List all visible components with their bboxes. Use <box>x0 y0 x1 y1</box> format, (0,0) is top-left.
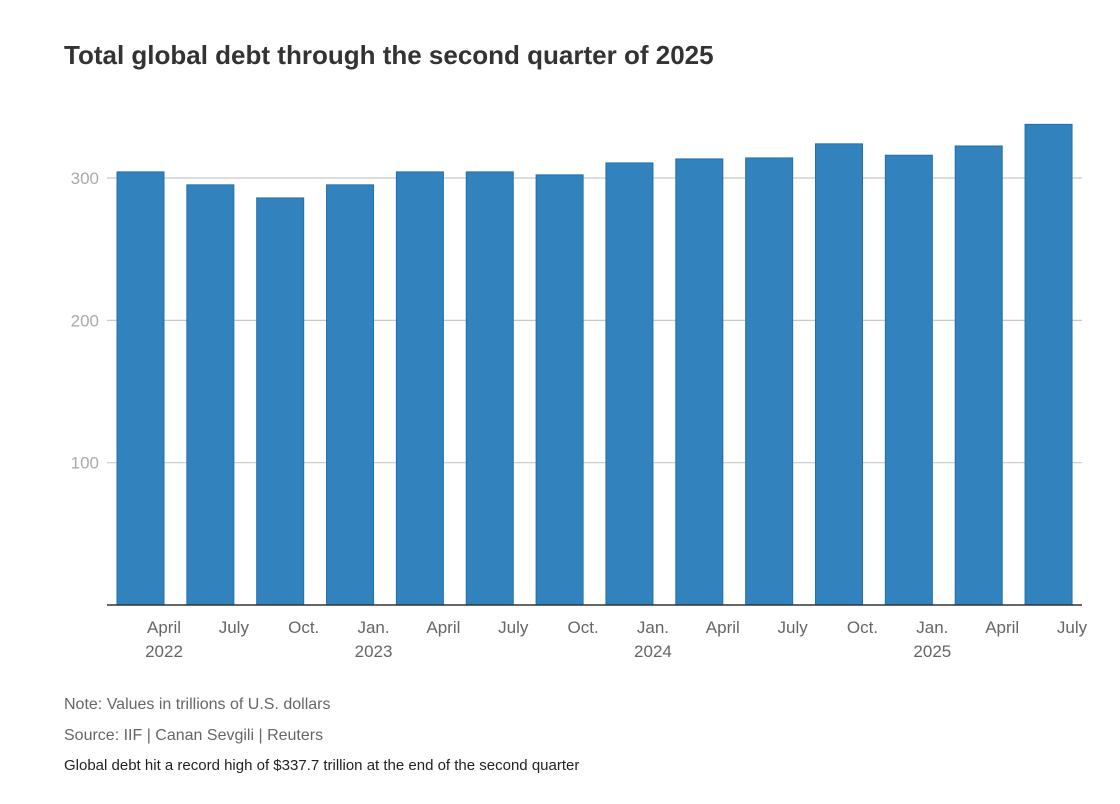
x-tick-label: July <box>498 618 529 637</box>
bar <box>675 158 724 606</box>
y-tick-label: 300 <box>71 169 99 188</box>
bar <box>605 162 654 606</box>
bar <box>326 184 375 606</box>
bar <box>954 145 1003 606</box>
chart-title: Total global debt through the second qua… <box>64 40 714 70</box>
note: Note: Values in trillions of U.S. dollar… <box>64 696 331 713</box>
bar <box>186 184 235 606</box>
bar <box>256 197 305 606</box>
x-tick-label: Oct. <box>847 618 878 637</box>
x-tick-label: April <box>426 618 460 637</box>
x-tick-label: July <box>1057 618 1088 637</box>
x-tick-label: April <box>706 618 740 637</box>
subtitle: Global debt hit a record high of $337.7 … <box>64 757 580 774</box>
x-tick-label: Jan. <box>637 618 669 637</box>
bar <box>884 154 933 606</box>
x-tick-label: Jan. <box>916 618 948 637</box>
x-tick-label: Oct. <box>288 618 319 637</box>
x-tick-label: July <box>219 618 250 637</box>
bar <box>465 171 514 606</box>
x-tick-label: Jan. <box>357 618 389 637</box>
source: Source: IIF | Canan Sevgili | Reuters <box>64 727 324 744</box>
x-tick-label: April <box>985 618 1019 637</box>
x-year-label: 2022 <box>145 642 183 661</box>
x-year-label: 2025 <box>913 642 951 661</box>
bar <box>745 157 794 606</box>
bar-chart: 100 200 300 April 2022 July Oct. Jan. 2023 April J… <box>71 123 1088 661</box>
y-tick-label: 200 <box>71 311 99 330</box>
bar <box>395 171 444 606</box>
x-tick-label: July <box>778 618 809 637</box>
bar <box>815 143 863 606</box>
y-tick-label: 100 <box>71 454 99 473</box>
bar <box>1024 123 1073 606</box>
bar <box>116 171 165 606</box>
x-tick-label: April <box>147 618 181 637</box>
bar <box>535 174 584 606</box>
x-year-label: 2023 <box>355 642 393 661</box>
x-tick-label: Oct. <box>568 618 599 637</box>
x-year-label: 2024 <box>634 642 672 661</box>
